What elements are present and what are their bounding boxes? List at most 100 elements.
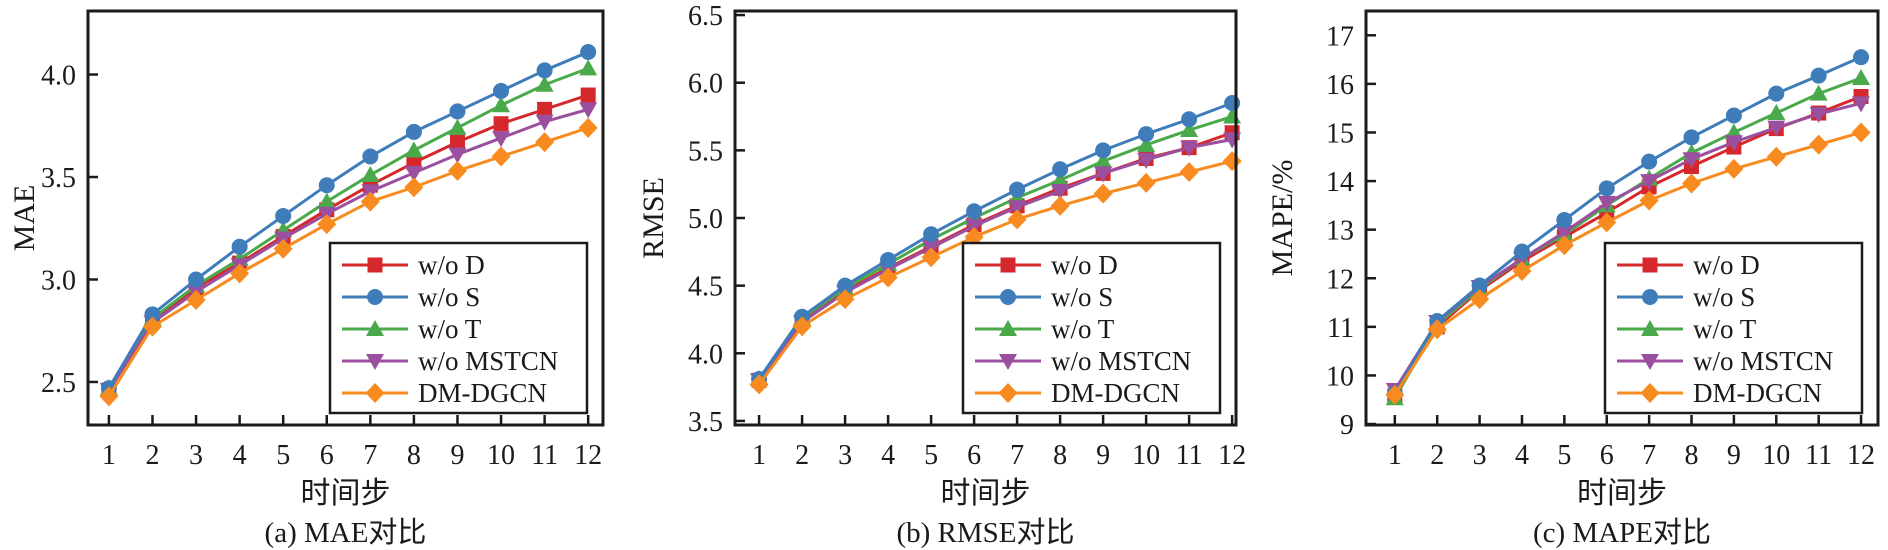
y-tick-label: 10 [1326, 361, 1354, 392]
x-tick-label: 11 [531, 440, 558, 471]
data-point-w-o-t [1180, 121, 1199, 138]
series-line-dm-dgcn [107, 126, 590, 398]
series-markers-dm-dgcn [1385, 122, 1871, 405]
data-point-w-o-t [1809, 84, 1828, 101]
data-point-w-o-t [1767, 104, 1786, 121]
legend-marker-triangle-down [1641, 354, 1659, 370]
data-point-dm-dgcn [1597, 212, 1617, 233]
legend-label: w/o D [1693, 250, 1760, 280]
y-tick-label: 5.5 [688, 136, 723, 167]
data-point-w-o-mstcn [1682, 152, 1701, 169]
data-point-w-o-mstcn [448, 147, 467, 164]
data-point-w-o-d [537, 101, 553, 117]
data-point-w-o-mstcn [1809, 107, 1828, 124]
legend-label: w/o S [1051, 282, 1113, 312]
data-point-w-o-mstcn [579, 102, 598, 119]
data-point-w-o-s [580, 43, 597, 60]
data-point-w-o-mstcn [1724, 135, 1743, 152]
legend-label: w/o T [1051, 314, 1115, 344]
legend-label: w/o MSTCN [1051, 346, 1191, 376]
legend-marker-square [367, 257, 383, 273]
plot-frame [86, 9, 605, 427]
data-point-w-o-s [1224, 95, 1241, 111]
data-point-w-o-s [318, 177, 335, 194]
x-tick-label: 10 [487, 440, 515, 471]
data-point-dm-dgcn [749, 374, 769, 395]
data-point-w-o-d [580, 87, 596, 103]
legend-label: w/o MSTCN [418, 346, 558, 376]
data-point-w-o-s [231, 238, 248, 255]
data-point-dm-dgcn [535, 132, 555, 153]
chart-caption: (a) MAE对比 [265, 516, 427, 549]
data-point-dm-dgcn [1093, 183, 1113, 204]
x-axis-label: 时间步 [301, 477, 391, 510]
x-tick-label: 4 [233, 440, 247, 471]
y-axis-label: MAPE/% [1266, 160, 1299, 277]
data-point-dm-dgcn [578, 117, 598, 138]
legend-item-w-o-s: w/o S [1617, 282, 1755, 312]
data-point-w-o-t [1094, 152, 1113, 169]
y-tick-label: 17 [1326, 21, 1354, 52]
x-tick-label: 4 [1515, 440, 1529, 471]
data-point-dm-dgcn [1050, 195, 1070, 216]
data-point-w-o-t [535, 75, 554, 92]
legend-marker-square [1000, 257, 1016, 273]
legend-marker-circle [1642, 289, 1658, 305]
data-point-w-o-t [1051, 171, 1070, 188]
data-point-w-o-mstcn [1640, 174, 1659, 191]
legend-item-dm-dgcn: DM-DGCN [1617, 378, 1822, 408]
data-point-dm-dgcn [1851, 122, 1871, 143]
series-line-w-o-mstcn [107, 107, 590, 392]
legend-item-w-o-t: w/o T [1617, 314, 1757, 344]
data-point-dm-dgcn [1007, 209, 1027, 230]
data-point-dm-dgcn [1222, 151, 1242, 172]
data-point-w-o-s [880, 251, 897, 268]
x-tick-label: 12 [1218, 440, 1246, 471]
data-point-w-o-s [188, 271, 205, 288]
x-tick-label: 6 [320, 440, 334, 471]
data-point-w-o-mstcn [1137, 152, 1156, 169]
data-point-w-o-s [1471, 277, 1488, 294]
legend-label: DM-DGCN [1051, 378, 1180, 408]
legend-item-w-o-mstcn: w/o MSTCN [342, 346, 558, 376]
chart-caption: (c) MAPE对比 [1533, 516, 1711, 549]
x-axis-label: 时间步 [1577, 477, 1667, 510]
data-point-w-o-s [1138, 126, 1155, 143]
x-tick-label: 7 [1642, 440, 1656, 471]
legend-item-w-o-d: w/o D [1617, 250, 1760, 280]
y-tick-label: 9 [1340, 410, 1354, 441]
data-point-w-o-s [275, 207, 292, 224]
legend-marker-diamond [1640, 383, 1660, 403]
legend-label: w/o S [418, 282, 480, 312]
x-tick-label: 2 [1430, 440, 1444, 471]
legend-marker-triangle-up [366, 320, 384, 336]
legend-marker-square [1642, 257, 1658, 273]
legend-label: DM-DGCN [1693, 378, 1822, 408]
data-point-w-o-s [1810, 67, 1827, 84]
y-tick-label: 12 [1326, 264, 1354, 295]
legend-label: w/o T [418, 314, 482, 344]
x-tick-label: 12 [574, 440, 602, 471]
data-point-dm-dgcn [1724, 158, 1744, 179]
x-tick-label: 5 [924, 440, 938, 471]
chart-svg-mae: 2.53.03.54.01 2 3 4 5 6 7 8 9 10 11 12w/o Dw/o Sw/o… [8, 9, 605, 549]
plot-frame [733, 9, 1238, 427]
chart-caption: (b) RMSE对比 [896, 516, 1074, 549]
data-point-w-o-s [536, 62, 553, 79]
data-point-dm-dgcn [273, 238, 293, 259]
data-point-w-o-mstcn [404, 165, 423, 182]
x-tick-label: 5 [1557, 440, 1571, 471]
legend-marker-diamond [365, 383, 385, 403]
data-point-w-o-t [492, 96, 511, 113]
data-point-dm-dgcn [404, 177, 424, 198]
data-point-dm-dgcn [1136, 172, 1156, 193]
legend-item-w-o-t: w/o T [342, 314, 482, 344]
y-tick-label: 13 [1326, 216, 1354, 247]
data-point-dm-dgcn [1682, 173, 1702, 194]
data-point-dm-dgcn [1385, 384, 1405, 405]
data-point-w-o-s [1052, 161, 1069, 178]
